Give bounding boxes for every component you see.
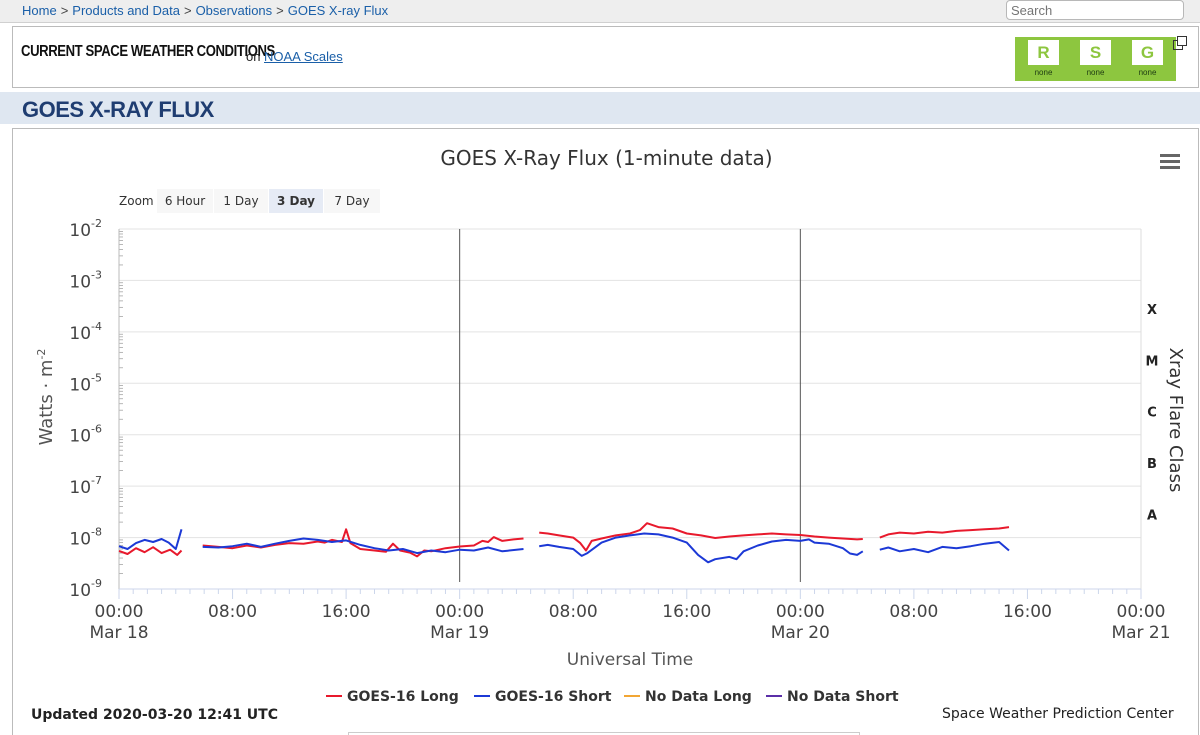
- conditions-title: CURRENT SPACE WEATHER CONDITIONS: [21, 43, 275, 60]
- chart-title: GOES X-Ray Flux (1-minute data): [440, 146, 773, 170]
- page-title: GOES X-RAY FLUX: [22, 97, 214, 122]
- scale-r-badge[interactable]: R none: [1015, 37, 1072, 81]
- conditions-on-text: on: [246, 49, 261, 64]
- breadcrumb-separator: >: [183, 3, 192, 18]
- page-heading-bar: GOES X-RAY FLUX: [0, 92, 1200, 124]
- scale-s-status: none: [1086, 68, 1105, 77]
- breadcrumb-current[interactable]: GOES X-ray Flux: [287, 3, 389, 18]
- hamburger-menu-icon[interactable]: [1160, 154, 1180, 170]
- updated-timestamp: Updated 2020-03-20 12:41 UTC: [31, 707, 278, 723]
- current-conditions-bar: CURRENT SPACE WEATHER CONDITIONS on NOAA…: [12, 26, 1199, 88]
- noaa-scales-link[interactable]: NOAA Scales: [264, 49, 343, 64]
- breadcrumb: Home > Products and Data > Observations > GOES…: [22, 3, 388, 18]
- scale-s-badge[interactable]: S none: [1067, 37, 1124, 81]
- scale-g-letter: G: [1132, 40, 1163, 65]
- breadcrumb-bar: Home > Products and Data > Observations > GOES…: [0, 0, 1200, 23]
- breadcrumb-products[interactable]: Products and Data: [72, 3, 180, 18]
- breadcrumb-separator: >: [276, 3, 284, 18]
- scale-g-status: none: [1138, 68, 1157, 77]
- breadcrumb-home[interactable]: Home: [22, 3, 57, 18]
- search-input[interactable]: [1006, 0, 1184, 20]
- chart-panel: [12, 128, 1199, 735]
- scale-g-badge[interactable]: G none: [1119, 37, 1176, 81]
- zoom-7-day-button[interactable]: 7 Day: [324, 189, 380, 213]
- zoom-6-hour-button[interactable]: 6 Hour: [157, 189, 213, 213]
- bottom-frame-edge: [348, 732, 860, 735]
- zoom-3-day-button[interactable]: 3 Day: [269, 189, 323, 213]
- breadcrumb-separator: >: [60, 3, 69, 18]
- external-window-icon[interactable]: [1173, 36, 1187, 50]
- scale-r-letter: R: [1028, 40, 1059, 65]
- credit-text: Space Weather Prediction Center: [942, 706, 1174, 722]
- scale-r-status: none: [1034, 68, 1053, 77]
- zoom-1-day-button[interactable]: 1 Day: [214, 189, 268, 213]
- breadcrumb-observations[interactable]: Observations: [195, 3, 273, 18]
- scale-s-letter: S: [1080, 40, 1111, 65]
- zoom-label: Zoom: [119, 194, 154, 208]
